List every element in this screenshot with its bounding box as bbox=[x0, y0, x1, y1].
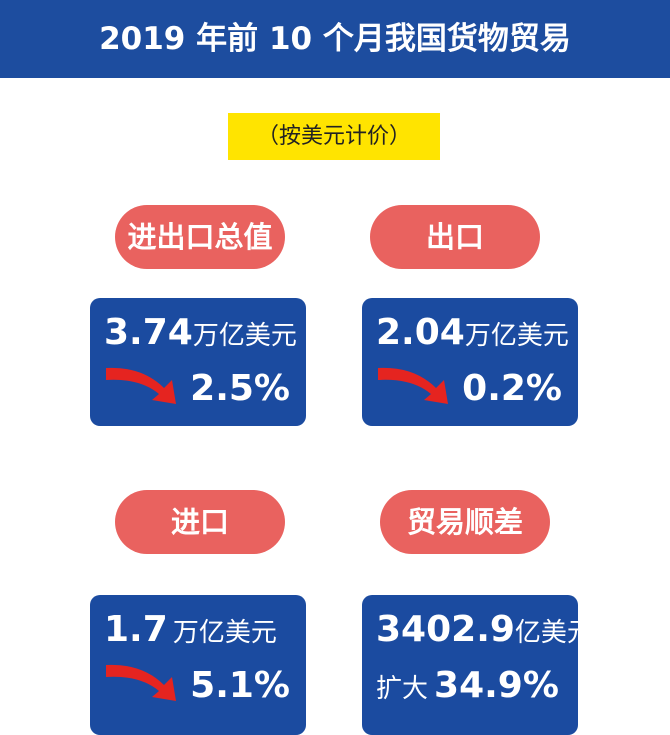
value-line: 1.7 万亿美元 bbox=[104, 609, 277, 650]
header-title: 2019 年前 10 个月我国货物贸易 bbox=[0, 0, 670, 78]
value-line: 2.04万亿美元 bbox=[376, 312, 569, 353]
down-arrow bbox=[106, 367, 176, 404]
unit: 万亿美元 bbox=[464, 321, 569, 351]
value: 1.7 bbox=[104, 609, 168, 650]
value-line: 3402.9亿美元 bbox=[376, 609, 593, 650]
value: 2.04 bbox=[376, 312, 465, 353]
value: 3.74 bbox=[104, 312, 193, 353]
unit: 万亿美元 bbox=[192, 321, 297, 351]
change: 0.2% bbox=[462, 368, 562, 409]
card: 3.74万亿美元 2.5% bbox=[90, 298, 306, 426]
card: 1.7 万亿美元 5.1% bbox=[90, 595, 306, 735]
change: 5.1% bbox=[190, 665, 290, 706]
change-line: 扩大 34.9% bbox=[376, 665, 559, 706]
card: 2.04万亿美元 0.2% bbox=[362, 298, 578, 426]
change-prefix: 扩大 bbox=[376, 674, 429, 704]
card-label: 进出口总值 bbox=[115, 205, 285, 269]
unit: 亿美元 bbox=[514, 618, 593, 648]
change: 2.5% bbox=[190, 368, 290, 409]
card-label: 进口 bbox=[115, 490, 285, 554]
value: 3402.9 bbox=[376, 609, 515, 650]
card: 3402.9亿美元 扩大 34.9% bbox=[362, 595, 593, 735]
down-arrow bbox=[378, 367, 448, 404]
card-label: 贸易顺差 bbox=[380, 490, 550, 554]
unit: 万亿美元 bbox=[172, 618, 277, 648]
subtitle: （按美元计价） bbox=[228, 113, 440, 160]
card-label: 出口 bbox=[370, 205, 540, 269]
down-arrow bbox=[106, 664, 176, 701]
change: 34.9% bbox=[434, 665, 559, 706]
value-line: 3.74万亿美元 bbox=[104, 312, 297, 353]
